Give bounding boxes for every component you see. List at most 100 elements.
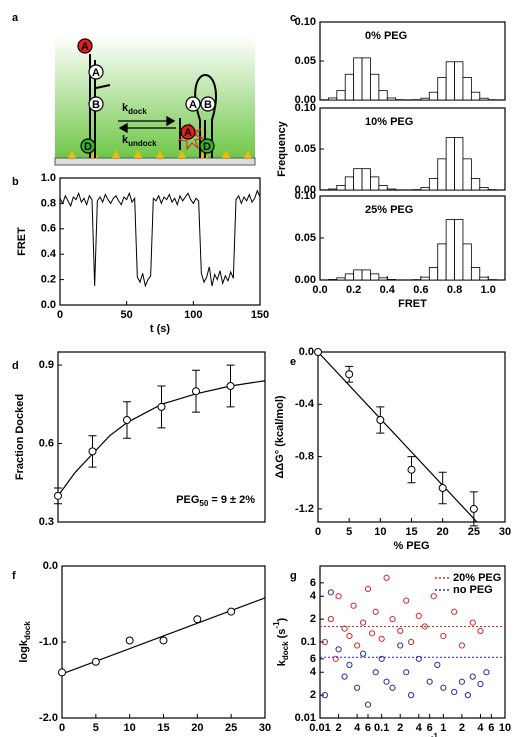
- x-tick-label: 10: [124, 722, 136, 734]
- hist-bar: [378, 90, 388, 101]
- node: [80, 138, 96, 154]
- annotation: PEG50 = 9 ± 2%: [176, 494, 255, 508]
- point: [321, 692, 328, 699]
- hist-bar: [437, 243, 447, 281]
- y-axis-label-part: dock: [281, 641, 290, 660]
- point: [360, 619, 367, 626]
- x-tick-label: 2: [336, 722, 342, 734]
- point: [91, 657, 100, 666]
- y-tick-label: -0.8: [295, 451, 314, 463]
- x-tick-label: 10: [499, 722, 511, 734]
- point: [364, 585, 372, 592]
- x-tick-label: 2: [397, 722, 403, 734]
- y-axis-label-part: k: [276, 659, 288, 666]
- point: [335, 593, 342, 600]
- point: [346, 632, 353, 640]
- y-tick-label: -1.2: [295, 503, 314, 515]
- annotation-part: 50: [199, 499, 208, 508]
- x-tick-label: 4: [477, 722, 484, 734]
- point: [426, 678, 433, 685]
- rate-label: kdock: [122, 102, 147, 116]
- y-tick-label: 0.05: [295, 232, 316, 244]
- y-tick-label: 0.10: [295, 16, 316, 28]
- panel-letter: b: [12, 176, 19, 188]
- x-axis-label-part: (s: [418, 736, 431, 737]
- hist-bar: [428, 91, 439, 101]
- hist-bar: [470, 266, 481, 281]
- hist-bar: [353, 269, 363, 281]
- node: [180, 124, 196, 140]
- point: [193, 615, 202, 624]
- node: [199, 138, 215, 154]
- y-axis-label: ΔΔG° (kcal/mol): [274, 395, 286, 479]
- fit-line: [317, 351, 478, 523]
- hist-bar: [454, 61, 464, 101]
- hist-bar: [353, 57, 363, 101]
- node-label: B: [204, 99, 212, 111]
- y-tick-label: 0.4: [41, 248, 57, 260]
- plot-frame: [317, 351, 506, 523]
- node: [88, 64, 104, 80]
- y-tick-label: 0.6: [41, 223, 56, 235]
- y-tick-label: 2: [310, 689, 316, 701]
- panel-letter: g: [290, 570, 297, 582]
- x-tick-label: 1: [440, 722, 446, 734]
- hist-bar: [328, 188, 338, 191]
- x-tick-label: 15: [405, 526, 417, 538]
- x-tick-label: 5: [93, 722, 99, 734]
- y-tick-label: 2: [310, 613, 316, 625]
- hist-bar: [454, 219, 464, 281]
- point: [451, 608, 458, 615]
- hist-bar: [420, 276, 430, 281]
- x-tick-label: 5: [346, 526, 352, 538]
- point: [354, 684, 361, 691]
- x-axis-label: FRET: [398, 298, 427, 310]
- x-tick-label: 0: [57, 309, 63, 321]
- y-tick-label: 0.0: [299, 346, 314, 358]
- point: [376, 416, 385, 424]
- y-tick-label: 4: [310, 590, 317, 602]
- hist-bar: [336, 185, 346, 191]
- point: [389, 616, 396, 623]
- hist-bar: [386, 97, 397, 101]
- hist-bar: [437, 158, 447, 191]
- point: [226, 382, 235, 390]
- plot-frame: [59, 177, 261, 306]
- annotation: 10% PEG: [365, 116, 413, 128]
- hist-bar: [428, 178, 439, 191]
- x-tick-label: 30: [499, 526, 511, 538]
- point: [345, 370, 354, 379]
- x-tick-label: 50: [121, 309, 133, 321]
- hist-bar: [479, 187, 489, 191]
- point: [159, 636, 168, 645]
- point: [360, 650, 367, 657]
- point: [54, 491, 62, 500]
- plot-frame: [57, 351, 266, 523]
- point: [440, 684, 447, 691]
- hist-bar: [370, 176, 380, 191]
- hist-bar: [437, 76, 447, 101]
- point: [364, 701, 372, 708]
- point: [434, 661, 441, 668]
- node-label: A: [81, 41, 89, 53]
- point: [354, 642, 361, 649]
- point: [477, 680, 484, 688]
- y-tick-label: 0.10: [295, 102, 316, 114]
- point: [327, 616, 334, 623]
- point: [451, 688, 458, 696]
- x-axis-label: t (s): [150, 323, 171, 335]
- x-tick-label: 0.6: [413, 284, 428, 296]
- point: [458, 678, 465, 685]
- x-tick-label: 6: [427, 722, 433, 734]
- hist-bar: [428, 266, 439, 281]
- node: [185, 96, 201, 112]
- x-tick-label: 20: [437, 526, 449, 538]
- x-tick-label: 0.4: [380, 284, 396, 296]
- y-axis-label: logkdock: [18, 621, 32, 663]
- point: [469, 504, 478, 513]
- point: [372, 669, 379, 676]
- x-tick-label: 0.1: [374, 722, 389, 734]
- hist-bar: [344, 273, 355, 281]
- y-tick-label: 0.00: [295, 94, 316, 106]
